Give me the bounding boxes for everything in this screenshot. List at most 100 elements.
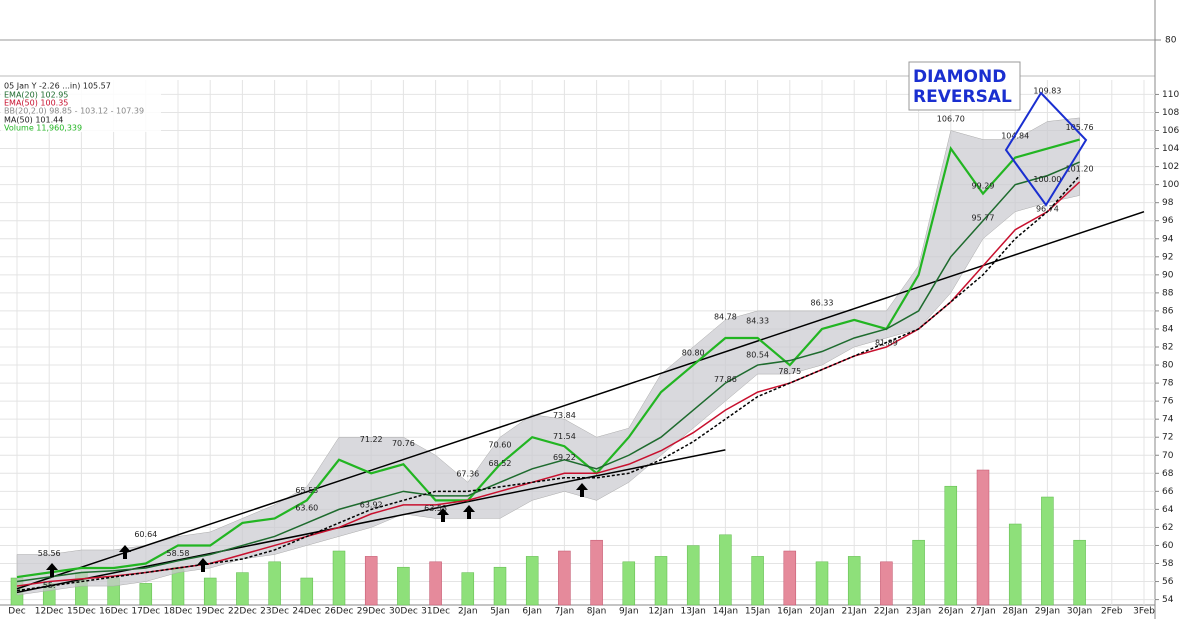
- volume-bar: [590, 539, 603, 606]
- price-annotation: 95.77: [972, 213, 995, 222]
- legend-entry: Volume 11,960,339: [4, 124, 82, 133]
- x-tick-label: 16Jan: [777, 607, 802, 617]
- legend-header: 05 Jan Y -2.26 ...in) 105.57: [4, 82, 111, 91]
- x-tick-label: 2Feb: [1101, 607, 1123, 617]
- x-tick-label: 17Dec: [131, 607, 160, 617]
- y-tick-label: 80: [1165, 36, 1177, 46]
- volume-bar: [236, 572, 249, 606]
- y-tick-label: 64: [1162, 505, 1174, 515]
- y-tick-label: 70: [1162, 451, 1174, 461]
- x-tick-label: 22Dec: [228, 607, 257, 617]
- arrow: [437, 508, 449, 522]
- volume-bar: [751, 556, 764, 606]
- y-tick-label: 86: [1162, 306, 1174, 316]
- x-tick-label: 14Jan: [713, 607, 738, 617]
- price-annotation: 106.70: [937, 115, 965, 124]
- price-annotation: 109.83: [1033, 86, 1061, 95]
- price-annotation: 58.58: [167, 549, 190, 558]
- indicator-line: [16, 175, 1081, 592]
- pattern-box: [908, 61, 1021, 111]
- price-annotation: 101.20: [1066, 164, 1094, 173]
- y-tick-label: 66: [1162, 487, 1174, 497]
- volume-bar: [1041, 496, 1054, 606]
- y-tick-label: 96: [1162, 216, 1174, 226]
- volume-bar: [912, 539, 925, 606]
- price-annotation: 99.29: [972, 182, 995, 191]
- legend-box: [1, 80, 161, 132]
- y-tick-label: 100: [1162, 180, 1179, 190]
- x-tick-label: 19Dec: [196, 607, 225, 617]
- arrow: [197, 558, 209, 572]
- y-tick-label: 110: [1162, 90, 1179, 100]
- arrows: [46, 483, 588, 577]
- y-tick-label: 82: [1162, 343, 1173, 353]
- y-tick-label: 98: [1162, 198, 1174, 208]
- price-annotation: 55.: [43, 581, 56, 590]
- price-annotation: 81.89: [875, 339, 898, 348]
- y-tick-label: 108: [1162, 108, 1179, 118]
- volume-bar: [300, 577, 314, 606]
- y-tick-label: 58: [1162, 559, 1174, 569]
- y-tick-label: 54: [1162, 595, 1174, 605]
- volume-bar: [654, 556, 668, 606]
- y-tick-label: 92: [1162, 252, 1173, 262]
- arrow: [119, 545, 131, 559]
- legend-entry: EMA(50) 100.35: [4, 99, 68, 108]
- y-tick-label: 106: [1162, 126, 1179, 136]
- price-annotation: 77.86: [714, 375, 737, 384]
- x-tick-label: 27Jan: [970, 607, 995, 617]
- x-tick-label: 12Dec: [35, 607, 64, 617]
- x-tick-label: 7Jan: [555, 607, 575, 617]
- volume-bar: [1073, 539, 1086, 606]
- volume-bar: [429, 561, 442, 606]
- volume-bar: [622, 561, 636, 606]
- y-tick-label: 78: [1162, 379, 1174, 389]
- x-tick-label: 31Dec: [421, 607, 450, 617]
- x-tick-label: 18Dec: [164, 607, 193, 617]
- price-annotation: 63.60: [295, 503, 318, 512]
- bollinger-band: [16, 117, 1080, 596]
- x-tick-label: 21Jan: [842, 607, 867, 617]
- volume-bar: [847, 556, 861, 606]
- volume-bar: [139, 583, 153, 606]
- volume-bar: [493, 566, 507, 606]
- price-annotation: 67.36: [456, 470, 479, 479]
- price-annotation: 60.64: [134, 530, 157, 539]
- price-annotation: 84.33: [746, 316, 769, 325]
- volume-bar: [332, 550, 346, 606]
- diamond: [1004, 91, 1088, 207]
- price-annotation: 65.53: [295, 486, 318, 495]
- indicator-line: [16, 161, 1080, 583]
- price-annotation: 69.22: [553, 453, 576, 462]
- price-line: [16, 138, 1080, 579]
- x-tick-label: 2Jan: [458, 607, 478, 617]
- x-tick-label: 29Jan: [1035, 607, 1060, 617]
- y-tick-label: 68: [1162, 469, 1174, 479]
- price-annotation: 80.54: [746, 351, 769, 360]
- price-annotation: 63.53: [424, 504, 447, 513]
- price-annotation: 71.54: [553, 432, 576, 441]
- indicator-line: [16, 181, 1081, 587]
- volume-bar: [203, 577, 217, 606]
- trendline: [16, 210, 1145, 590]
- plot: 54 56 58 60 62 64 66 68 70 72 74 76 78 80 82 84 86 88 90 92…: [0, 36, 1179, 617]
- pattern-label: REVERSAL: [913, 87, 1012, 107]
- y-tick-label: 84: [1162, 324, 1174, 334]
- price-annotation: 84.78: [714, 312, 737, 321]
- y-tick-label: 60: [1162, 541, 1174, 551]
- x-tick-label: 30Jan: [1067, 607, 1092, 617]
- y-tick-label: 90: [1162, 270, 1174, 280]
- y-tick-label: 104: [1162, 144, 1179, 154]
- x-tick-label: 16Dec: [99, 607, 128, 617]
- x-tick-label: 28Jan: [1003, 607, 1028, 617]
- price-annotation: 100.00: [1033, 175, 1061, 184]
- volume-bar: [976, 469, 990, 606]
- x-tick-label: 20Jan: [809, 607, 834, 617]
- volume-bar: [558, 550, 571, 606]
- x-tick-label: 3Feb: [1133, 607, 1155, 617]
- volume-bar: [880, 561, 893, 606]
- volume-bar: [268, 561, 281, 606]
- x-tick-label: 15Jan: [745, 607, 770, 617]
- x-tick-label: 22Jan: [874, 607, 899, 617]
- legend-entry: EMA(20) 102.95: [4, 91, 68, 100]
